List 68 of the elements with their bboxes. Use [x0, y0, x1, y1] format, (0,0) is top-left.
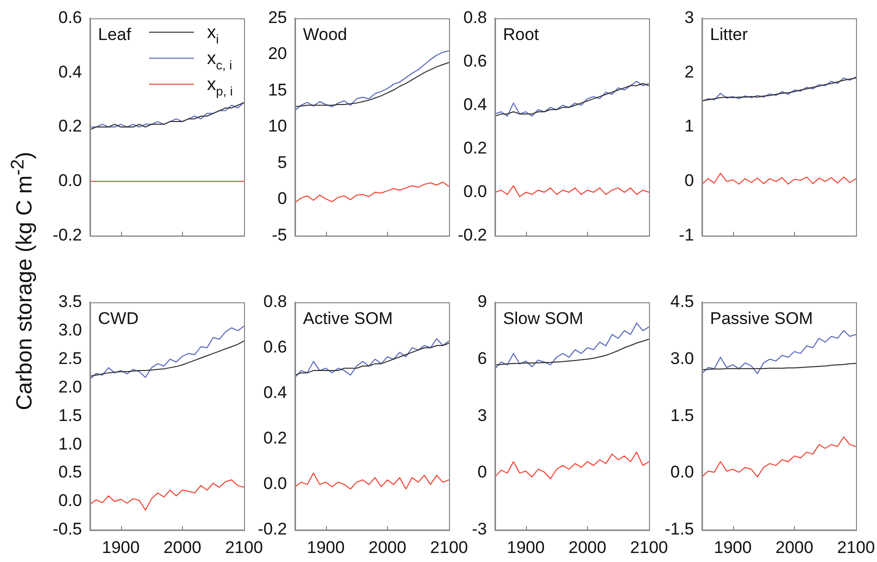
y-tick-label: 5 [278, 152, 287, 172]
x-tick-label: 2100 [837, 538, 875, 557]
text: Slow SOM [503, 309, 584, 328]
y-tick-label: 0.4 [58, 62, 82, 82]
y-tick-label: 3 [684, 8, 694, 27]
y-tick-label: 1.5 [670, 406, 694, 425]
y-tick-label: 3 [478, 406, 487, 425]
y-tick-label: 0.0 [670, 462, 694, 482]
y-tick-label: 0.2 [58, 116, 82, 136]
y-tick-label: 1 [684, 116, 694, 136]
y-tick-label: 4.5 [670, 292, 694, 311]
y-tick-label: 0.2 [463, 138, 487, 158]
text: CWD [98, 309, 139, 328]
y-tick-label: 0 [278, 189, 287, 208]
x-tick-label: 1900 [306, 538, 345, 557]
y-tick-label: 9 [478, 292, 487, 311]
y-tick-label: 0.4 [463, 94, 487, 114]
text: Leaf [98, 25, 132, 44]
x-tick-label: 2100 [430, 538, 468, 557]
y-tick-label: 3.5 [58, 292, 82, 311]
text: Wood [303, 25, 348, 44]
x-tick-label: 1900 [102, 538, 140, 557]
y-tick-label: 0 [684, 171, 694, 190]
y-tick-label: 0.6 [58, 8, 82, 27]
y-tick-label: 6 [478, 348, 487, 368]
y-tick-label: 0.5 [58, 462, 82, 482]
y-tick-label: -1 [678, 225, 694, 244]
text: Active SOM [303, 309, 393, 328]
y-tick-label: -1.5 [664, 520, 694, 539]
y-tick-label: -0.5 [52, 520, 82, 539]
text: Litter [710, 25, 748, 44]
x-tick-label: 2000 [163, 538, 202, 557]
y-tick-label: 10 [268, 116, 287, 136]
y-tick-label: -0.2 [458, 225, 487, 244]
y-tick-label: 3.0 [58, 320, 82, 340]
y-tick-label: 2.5 [58, 348, 82, 368]
y-tick-label: 2.0 [58, 377, 82, 396]
y-tick-label: -0.2 [258, 520, 287, 539]
y-tick-label: 1.0 [58, 434, 82, 454]
y-tick-label: 1.5 [58, 406, 82, 425]
y-tick-label: 0.4 [263, 383, 287, 402]
y-tick-label: 25 [268, 8, 287, 27]
x-tick-label: 2000 [368, 538, 406, 557]
x-tick-label: 2100 [630, 538, 668, 557]
text: Passive SOM [710, 309, 813, 328]
y-tick-label: 0.8 [463, 8, 487, 27]
x-tick-label: 2100 [225, 538, 263, 557]
x-tick-label: 1900 [714, 538, 752, 557]
y-tick-label: 0.6 [263, 337, 287, 356]
y-tick-label: 0.6 [463, 51, 487, 70]
y-tick-label: -5 [272, 225, 287, 244]
x-tick-label: 2000 [775, 538, 814, 557]
y-tick-label: 0.2 [263, 428, 287, 448]
y-tick-label: -0.2 [52, 225, 82, 244]
x-tick-label: 2000 [568, 538, 606, 557]
y-tick-label: -3 [472, 520, 487, 539]
text: Root [503, 25, 540, 44]
y-tick-label: 20 [268, 44, 287, 64]
y-tick-label: 0.8 [263, 292, 287, 311]
y-tick-label: 0 [478, 462, 487, 482]
y-tick-label: 3.0 [670, 348, 694, 368]
y-tick-label: 2 [684, 62, 694, 82]
y-tick-label: 0.0 [263, 474, 287, 494]
y-tick-label: 0.0 [58, 491, 82, 510]
y-tick-label: 0.0 [463, 182, 487, 201]
y-tick-label: 15 [268, 80, 287, 100]
y-tick-label: 0.0 [58, 171, 82, 190]
x-tick-label: 1900 [506, 538, 545, 557]
